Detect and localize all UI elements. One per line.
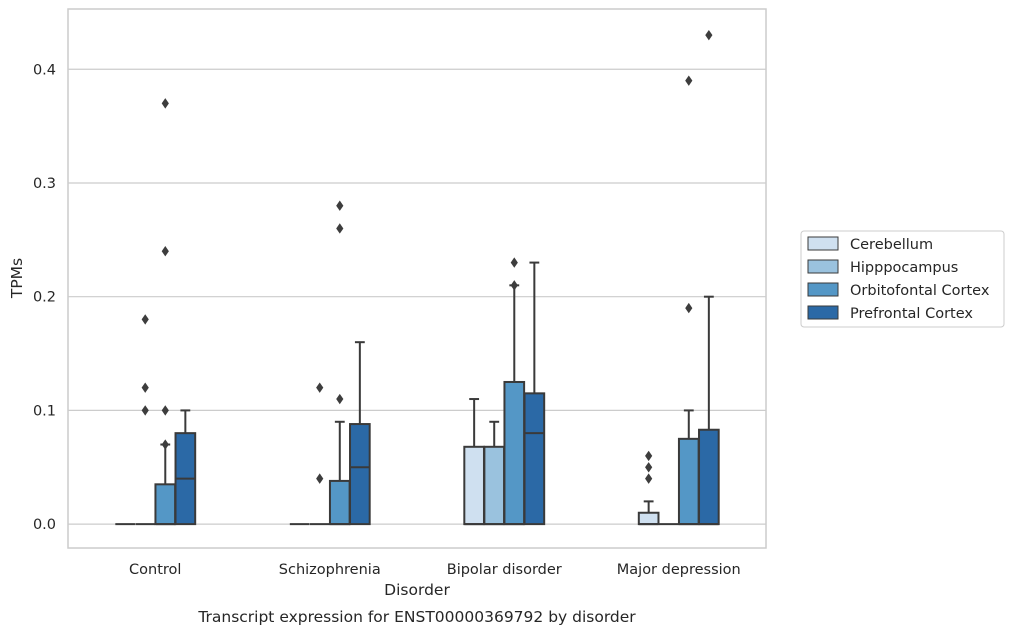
box-2-0 <box>463 398 485 526</box>
box-body <box>677 437 700 526</box>
box-body <box>463 445 485 526</box>
outlier-point <box>141 382 149 393</box>
box-plots <box>115 29 720 526</box>
box-1-2 <box>328 200 351 526</box>
y-tick-label: 0.1 <box>33 403 56 419</box>
box-3-0 <box>637 450 660 526</box>
outlier-point <box>161 405 169 416</box>
legend-swatch <box>807 282 839 297</box>
box-2-3 <box>523 261 546 526</box>
x-tick-label: Schizophrenia <box>279 562 381 578</box>
legend-label: Hipppocampus <box>850 260 958 276</box>
box-body <box>328 479 351 526</box>
outlier-point <box>510 257 518 268</box>
x-tick-labels: Control Schizophrenia Bipolar disorder Majo… <box>129 562 741 578</box>
y-tick-label: 0.0 <box>33 517 56 533</box>
outlier-point <box>141 405 149 416</box>
outlier-point <box>336 200 344 211</box>
x-tick-label: Major depression <box>617 562 741 578</box>
y-tick-label: 0.4 <box>33 62 56 78</box>
outlier-point <box>685 75 693 86</box>
outlier-point <box>336 223 344 234</box>
grid-lines <box>68 68 766 525</box>
box-3-2 <box>677 75 700 526</box>
legend-label: Orbitofontal Cortex <box>850 283 990 299</box>
box-body <box>349 423 371 526</box>
y-tick-labels: 0.0 0.1 0.2 0.3 0.4 <box>33 62 56 533</box>
box-3-3 <box>698 29 720 526</box>
outlier-point <box>141 314 149 325</box>
box-2-2 <box>503 257 526 526</box>
legend-frame <box>800 230 1005 328</box>
outlier-point <box>705 29 713 41</box>
outlier-point <box>685 302 693 314</box>
box-1-3 <box>349 341 371 526</box>
outlier-point <box>316 382 324 393</box>
legend-swatch <box>807 259 839 274</box>
outlier-point <box>645 450 653 462</box>
box-body <box>483 445 506 526</box>
box-2-1 <box>483 420 506 526</box>
outlier-point <box>316 473 324 484</box>
box-0-2 <box>154 98 177 526</box>
x-axis-label: Disorder <box>384 581 450 599</box>
outlier-point <box>336 393 344 405</box>
outlier-point <box>161 246 169 257</box>
y-tick-label: 0.3 <box>33 176 56 192</box>
outlier-point <box>645 462 653 473</box>
y-tick-label: 0.2 <box>33 290 56 306</box>
outlier-point <box>161 439 169 450</box>
box-body <box>503 380 526 526</box>
box-body <box>154 483 177 526</box>
legend-label: Cerebellum <box>850 237 933 253</box>
box-0-1 <box>135 314 156 526</box>
figure-caption: Transcript expression for ENST0000036979… <box>197 608 636 626</box>
box-0-3 <box>174 409 197 526</box>
plot-frame <box>67 8 767 549</box>
legend: Cerebellum Hipppocampus Orbitofontal Corte… <box>800 230 1005 328</box>
box-body <box>523 392 546 526</box>
x-tick-label: Bipolar disorder <box>447 562 562 578</box>
x-tick-label: Control <box>129 562 181 578</box>
outlier-point <box>161 98 169 109</box>
box-body <box>698 428 720 526</box>
box-1-1 <box>309 382 330 526</box>
y-axis-label: TPMs <box>8 258 26 299</box>
outlier-point <box>510 280 518 291</box>
legend-swatch <box>807 236 839 251</box>
outlier-point <box>645 473 653 484</box>
legend-label: Prefrontal Cortex <box>850 306 973 322</box>
box-body <box>637 511 660 526</box>
legend-swatch <box>807 305 839 320</box>
